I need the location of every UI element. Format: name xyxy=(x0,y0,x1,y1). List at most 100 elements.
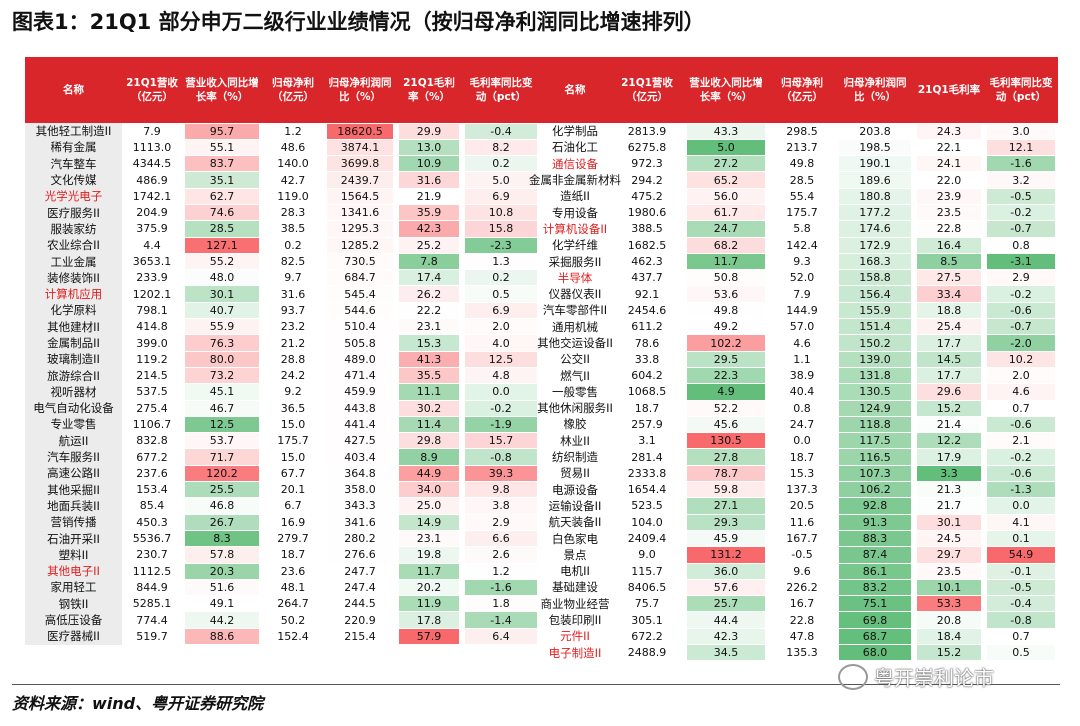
table-row: 金属非金属新材料 294.2 65.2 28.5 189.6 22.0 3.2 xyxy=(529,172,1058,188)
data-cell: 6.7 xyxy=(284,499,302,513)
data-cell: 443.8 xyxy=(327,400,393,416)
data-cell: 190.1 xyxy=(839,156,911,172)
data-cell: 1295.3 xyxy=(327,221,393,237)
data-cell: 1.2 xyxy=(284,124,302,138)
data-cell: 20.8 xyxy=(917,612,981,628)
data-cell: 180.8 xyxy=(839,188,911,204)
industry-name: 燃气II xyxy=(560,368,590,383)
data-cell: 25.4 xyxy=(917,319,981,335)
data-cell: 23.6 xyxy=(280,564,306,578)
data-cell: 3.0 xyxy=(987,123,1055,139)
data-cell: 1112.5 xyxy=(132,564,172,578)
data-cell: 6.6 xyxy=(465,530,537,547)
data-cell: 343.3 xyxy=(327,498,393,514)
data-cell: 8.3 xyxy=(185,530,259,547)
data-cell: 24.2 xyxy=(280,369,306,383)
data-cell: 1564.5 xyxy=(327,188,393,204)
industry-name: 高速公路II xyxy=(25,465,122,482)
data-cell: 23.5 xyxy=(917,563,981,579)
industry-name: 装修装饰II xyxy=(25,269,122,286)
data-cell: 341.6 xyxy=(327,514,393,530)
data-cell: 14.9 xyxy=(399,514,459,530)
data-cell: 23.1 xyxy=(399,530,459,547)
data-cell: 28.5 xyxy=(185,221,259,237)
data-cell: 0.1 xyxy=(987,530,1055,547)
table-right: 名称 21Q1营收（亿元） 营业收入同比增长率（%） 归母净利（亿元） 归母净利润同比（… xyxy=(529,57,1058,661)
table-row: 医疗器械II 519.7 88.6 152.4 215.4 57.9 6.4 xyxy=(25,628,540,645)
table-row: 高速公路II 237.6 120.2 67.7 364.8 44.9 39.3 xyxy=(25,465,540,482)
header-cell: 营业收入同比增长率（%） xyxy=(185,77,259,103)
data-cell: 220.9 xyxy=(327,612,393,628)
data-cell: 11.1 xyxy=(399,384,459,400)
header-cell: 归母净利（亿元） xyxy=(272,77,314,103)
table-row: 其他电子II 1112.5 20.3 23.6 247.7 11.7 1.2 xyxy=(25,563,540,580)
wechat-icon xyxy=(838,663,868,690)
header-cell: 归母净利润同比（%） xyxy=(328,77,392,103)
industry-name: 半导体 xyxy=(557,270,593,285)
data-cell: 2333.8 xyxy=(627,466,667,480)
data-cell: 12.5 xyxy=(465,351,537,367)
data-cell: 69.8 xyxy=(839,612,911,628)
data-cell: 2.0 xyxy=(987,367,1055,384)
header-cell: 毛利率同比变动（pct） xyxy=(469,77,533,103)
data-cell: 73.2 xyxy=(185,367,259,384)
data-cell: 18.7 xyxy=(280,548,306,562)
data-cell: 41.3 xyxy=(399,351,459,367)
industry-name: 地面兵装II xyxy=(25,497,122,515)
data-cell: 545.4 xyxy=(327,286,393,302)
industry-name: 专用设备 xyxy=(552,205,598,220)
data-cell: 22.0 xyxy=(917,172,981,188)
data-cell: 3.3 xyxy=(917,465,981,482)
data-cell: 25.7 xyxy=(687,596,765,612)
data-cell: 62.7 xyxy=(185,188,259,204)
table-row: 运输设备II 523.5 27.1 20.5 92.8 21.7 0.0 xyxy=(540,498,1058,514)
data-cell: 3874.1 xyxy=(327,139,393,156)
table-row: 稀有金属 1113.0 55.1 48.6 3874.1 13.0 8.2 xyxy=(25,139,540,156)
data-cell: 15.0 xyxy=(280,450,306,464)
data-cell: 17.8 xyxy=(399,612,459,628)
data-cell: 42.3 xyxy=(687,628,765,644)
data-cell: 4.4 xyxy=(143,238,161,252)
data-cell: 3.2 xyxy=(987,172,1055,188)
table-row: 工业金属 3653.1 55.2 82.5 730.5 7.8 1.3 xyxy=(25,253,540,270)
data-cell: 450.3 xyxy=(136,515,168,529)
table-row: 石油开采II 5536.7 8.3 279.7 280.2 23.1 6.6 xyxy=(25,530,540,547)
data-cell: 25.0 xyxy=(399,498,459,514)
industry-name: 包装印刷II xyxy=(548,613,602,628)
table-row: 元件II 672.2 42.3 47.8 68.7 18.4 0.7 xyxy=(540,628,1058,644)
data-cell: 281.4 xyxy=(631,450,663,464)
table-row: 航天装备II 104.0 29.3 11.6 91.3 30.1 4.1 xyxy=(540,514,1058,530)
data-cell: 92.1 xyxy=(634,287,660,301)
industry-name: 玻璃制造II xyxy=(25,351,122,368)
data-cell: 44.9 xyxy=(399,465,459,482)
data-cell: 11.7 xyxy=(399,563,459,579)
industry-name: 电源设备 xyxy=(552,482,598,497)
data-cell: -3.1 xyxy=(987,253,1055,270)
data-cell: -1.6 xyxy=(987,156,1055,172)
data-cell: 35.1 xyxy=(185,172,259,188)
data-cell: 20.5 xyxy=(789,499,815,513)
industry-name: 商业物业经营 xyxy=(540,596,610,611)
data-cell: 35.9 xyxy=(399,204,459,221)
data-cell: 6.9 xyxy=(465,188,537,204)
data-cell: 29.7 xyxy=(917,547,981,563)
data-cell: 399.0 xyxy=(136,336,168,350)
data-cell: 49.8 xyxy=(687,302,765,319)
data-cell: 88.3 xyxy=(839,530,911,547)
data-cell: 75.7 xyxy=(634,597,660,611)
industry-name: 采掘服务II xyxy=(548,254,602,269)
data-cell: 358.0 xyxy=(327,482,393,498)
table-row: 电气自动化设备 275.4 46.7 36.5 443.8 30.2 -0.2 xyxy=(25,400,540,417)
data-cell: 155.9 xyxy=(839,302,911,319)
industry-name: 林业II xyxy=(560,433,590,448)
data-cell: 29.5 xyxy=(687,351,765,367)
data-cell: 427.5 xyxy=(327,433,393,449)
data-cell: 15.3 xyxy=(399,335,459,351)
data-cell: 8406.5 xyxy=(627,580,667,594)
data-cell: 78.7 xyxy=(687,465,765,482)
data-cell: 2.0 xyxy=(465,319,537,335)
data-cell: 25.2 xyxy=(399,237,459,253)
data-cell: 4.6 xyxy=(793,336,811,350)
industry-name: 石油化工 xyxy=(552,140,598,155)
header-cell: 毛利率同比变动（pct） xyxy=(989,77,1053,103)
